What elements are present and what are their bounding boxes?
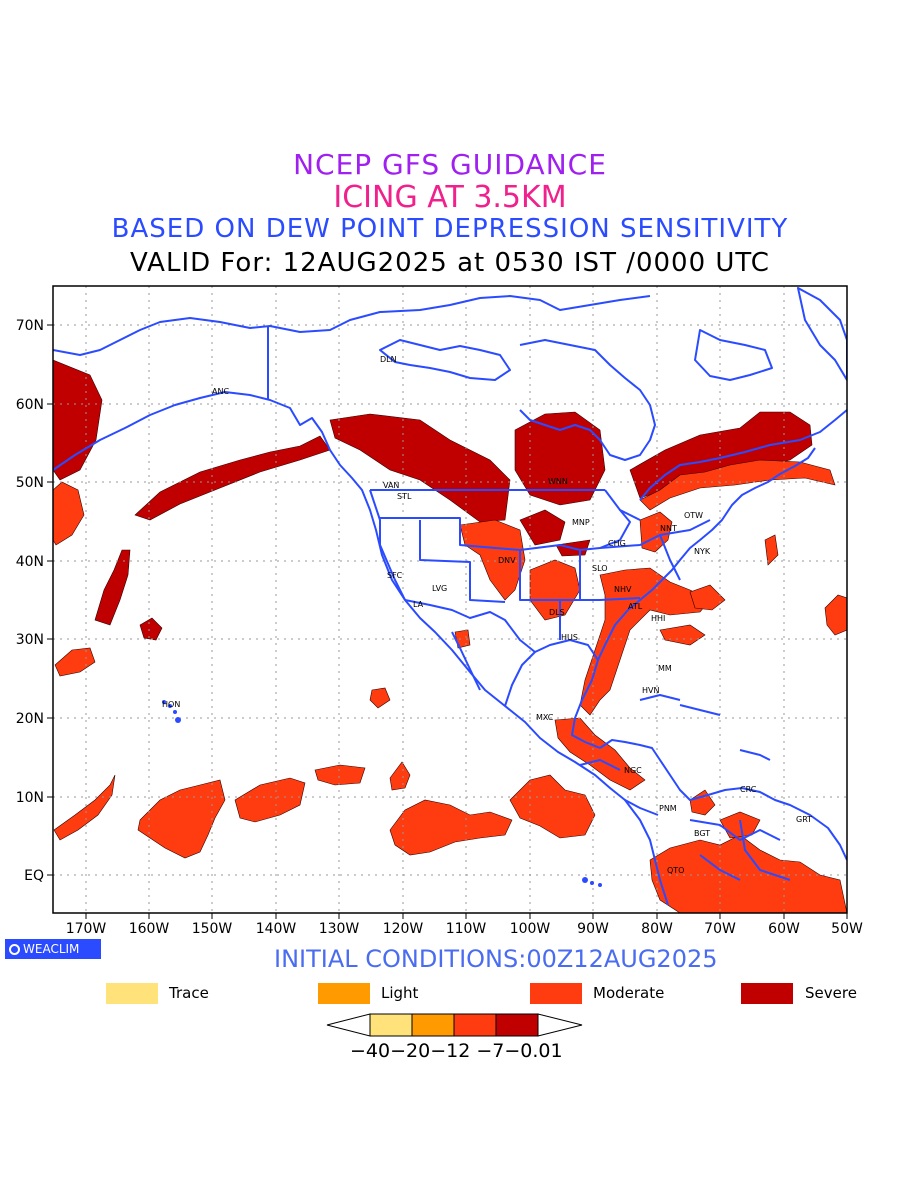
legend-swatch-light [318,983,370,1004]
title-valid-time: VALID For: 12AUG2025 at 0530 IST /0000 U… [130,248,770,278]
city-label: HHI [651,614,665,623]
lon-label: 90W [577,921,609,937]
lon-label: 120W [383,921,424,937]
lat-label: 10N [16,790,44,806]
city-label: NNT [660,524,677,533]
lat-label: EQ [24,868,44,884]
city-label: MNP [572,518,590,527]
city-label: HUS [561,633,578,642]
lon-label: 110W [446,921,487,937]
city-label: NGC [624,766,642,775]
lat-label: 30N [16,632,44,648]
lon-label: 50W [831,921,863,937]
lon-label: 160W [129,921,170,937]
city-label: MM [658,664,672,673]
legend-swatch-trace [106,983,158,1004]
title-model: NCEP GFS GUIDANCE [293,148,607,181]
logo-ring-icon [9,944,20,955]
colorbar-tick-labels: −40−20−12 −7−0.01 [350,1040,563,1062]
lat-label: 40N [16,554,44,570]
city-label: QTO [667,866,684,875]
city-label: MXC [536,713,554,722]
coastlines [53,287,847,906]
city-label: DNV [498,556,516,565]
title-product: ICING AT 3.5KM [333,180,567,215]
city-label: GRT [796,815,812,824]
city-label: WNN [548,477,568,486]
islands [162,700,602,887]
lon-label: 140W [256,921,297,937]
legend-label-moderate: Moderate [593,984,665,1002]
lon-label: 70W [704,921,736,937]
axis-ticks [47,324,848,919]
legend-label-trace: Trace [169,984,209,1002]
lon-label: 150W [192,921,233,937]
legend-swatch-moderate [530,983,582,1004]
city-label: CRC [740,785,757,794]
city-label: BGT [694,829,710,838]
city-label: NHV [614,585,632,594]
colorbar [326,1013,583,1037]
city-label: ANC [212,387,229,396]
city-label: SLO [592,564,608,573]
weaclim-logo: WEACLIM [5,939,101,959]
lon-label: 130W [319,921,360,937]
logo-text: WEACLIM [23,942,80,956]
initial-conditions: INITIAL CONDITIONS:00Z12AUG2025 [274,945,718,973]
city-label: DLS [549,608,565,617]
city-label: STL [397,492,412,501]
city-label: LA [413,600,424,609]
city-label: CHG [608,539,626,548]
lon-label: 60W [768,921,800,937]
city-label: NYK [694,547,711,556]
city-label: PNM [659,804,677,813]
city-label: OTW [684,511,703,520]
lon-label: 80W [641,921,673,937]
title-method: BASED ON DEW POINT DEPRESSION SENSITIVIT… [111,214,789,244]
lat-label: 70N [16,318,44,334]
legend-swatch-severe [741,983,793,1004]
city-label: HON [162,700,180,709]
city-label: SFC [387,571,403,580]
city-label: LVG [432,584,447,593]
legend-label-severe: Severe [805,984,857,1002]
map-frame [52,285,848,914]
lat-label: 20N [16,711,44,727]
lon-label: 100W [510,921,551,937]
city-label: VAN [383,481,399,490]
city-label: DLN [380,355,397,364]
icing-moderate-areas [53,459,847,913]
city-label: ATL [628,602,643,611]
city-label: HVN [642,686,659,695]
lat-label: 50N [16,475,44,491]
lat-label: 60N [16,397,44,413]
legend-label-light: Light [381,984,419,1002]
lon-label: 170W [66,921,107,937]
